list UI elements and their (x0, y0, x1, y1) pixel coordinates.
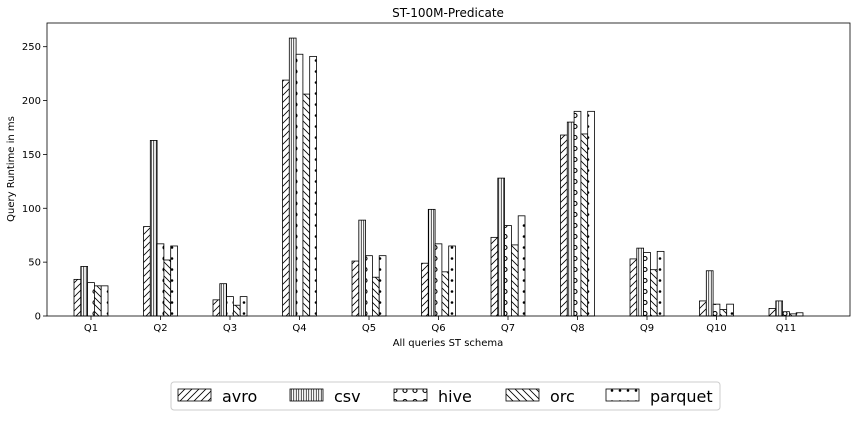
axes-layer: 0 50 100 150 200 250 Q1 Q2 Q3 Q4 Q5 Q6 Q7 Q8 Q9 Q10 Q11 (22, 22, 851, 334)
bar-orc-q6 (441, 271, 450, 317)
legend-label-parquet: parquet (650, 387, 713, 406)
bar-hive-q11 (782, 311, 790, 317)
legend-label-hive: hive (438, 387, 472, 406)
bar-hive-q6 (434, 243, 443, 317)
bar-hive-q1 (87, 282, 95, 317)
y-tick-label: 100 (22, 204, 41, 215)
bar-parquet-q4 (309, 55, 317, 317)
bar-parquet-q10 (726, 303, 734, 317)
x-tick-label: Q4 (292, 323, 306, 334)
bar-csv-q11 (775, 300, 783, 317)
bar-csv-q8 (566, 121, 575, 317)
bar-parquet-q11 (795, 312, 804, 317)
bar-csv-q3 (219, 283, 228, 317)
plot-frame (46, 22, 851, 317)
x-tick-label: Q2 (153, 323, 167, 334)
legend-label-csv: csv (334, 387, 361, 406)
bar-parquet-q8 (587, 110, 595, 317)
legend-swatch-avro (177, 388, 212, 402)
bar-orc-q2 (163, 259, 172, 317)
bar-hive-q5 (365, 255, 373, 317)
bar-hive-q9 (643, 252, 651, 317)
bar-csv-q10 (705, 270, 714, 317)
legend-swatch-hive (393, 388, 428, 402)
legend-label-orc: orc (550, 387, 575, 406)
bar-hive-q7 (504, 225, 512, 317)
bar-csv-q5 (358, 219, 366, 317)
bar-csv-q6 (427, 208, 436, 317)
bar-orc-q9 (650, 269, 658, 317)
y-tick-label: 50 (28, 258, 41, 269)
bar-avro-q9 (629, 258, 638, 317)
x-tick-label: Q1 (84, 323, 98, 334)
legend-label-avro: avro (222, 387, 257, 406)
y-tick-label: 0 (35, 312, 41, 323)
bar-csv-q4 (288, 37, 297, 317)
bar-orc-q1 (94, 285, 102, 317)
bar-orc-q5 (371, 276, 380, 317)
x-tick-label: Q8 (570, 323, 584, 334)
bar-hive-q10 (712, 303, 721, 317)
bar-csv-q1 (80, 266, 89, 317)
bar-orc-q8 (580, 133, 589, 317)
bar-orc-q7 (510, 244, 519, 317)
y-tick-label: 250 (22, 42, 41, 53)
x-tick-label: Q5 (362, 323, 376, 334)
bar-avro-q2 (143, 226, 151, 317)
legend-swatch-csv (289, 388, 324, 402)
bar-avro-q10 (699, 300, 707, 317)
bar-avro-q7 (490, 236, 499, 317)
bar-hive-q2 (156, 243, 165, 317)
bars-layer (73, 37, 804, 317)
x-tick-label: Q11 (776, 323, 797, 334)
bar-avro-q8 (560, 134, 568, 317)
y-tick-label: 150 (22, 150, 41, 161)
x-tick-label: Q3 (223, 323, 237, 334)
x-axis-label: All queries ST schema (393, 338, 504, 349)
bar-parquet-q6 (448, 245, 456, 317)
bar-hive-q4 (295, 53, 304, 317)
legend-swatch-orc (505, 388, 540, 402)
legend: avro csv hive orc parquet (170, 381, 721, 411)
bar-avro-q1 (73, 278, 82, 317)
bar-orc-q3 (232, 304, 241, 317)
bar-parquet-q2 (170, 245, 178, 317)
bar-avro-q4 (282, 79, 290, 317)
bar-parquet-q7 (517, 215, 526, 317)
bar-parquet-q9 (656, 250, 665, 317)
x-tick-label: Q9 (640, 323, 654, 334)
bar-parquet-q5 (378, 255, 387, 317)
x-tick-label: Q7 (501, 323, 515, 334)
bar-parquet-q3 (239, 296, 248, 317)
y-tick-label: 200 (22, 96, 41, 107)
bar-orc-q10 (719, 309, 728, 317)
legend-swatch-parquet (605, 388, 640, 402)
bar-avro-q11 (768, 308, 777, 317)
bar-parquet-q1 (100, 285, 109, 317)
bar-avro-q6 (421, 262, 429, 317)
x-tick-label: Q6 (431, 323, 445, 334)
bar-hive-q3 (226, 296, 234, 317)
x-tick-label: Q10 (706, 323, 727, 334)
y-axis-label: Query Runtime in ms (6, 116, 17, 222)
bar-csv-q7 (497, 177, 505, 317)
chart-title: ST-100M-Predicate (392, 6, 504, 20)
bar-hive-q8 (573, 110, 582, 317)
bar-csv-q9 (636, 247, 644, 317)
bar-avro-q3 (212, 299, 221, 317)
bar-csv-q2 (149, 140, 158, 317)
bar-avro-q5 (351, 260, 360, 317)
bar-orc-q4 (302, 93, 311, 317)
